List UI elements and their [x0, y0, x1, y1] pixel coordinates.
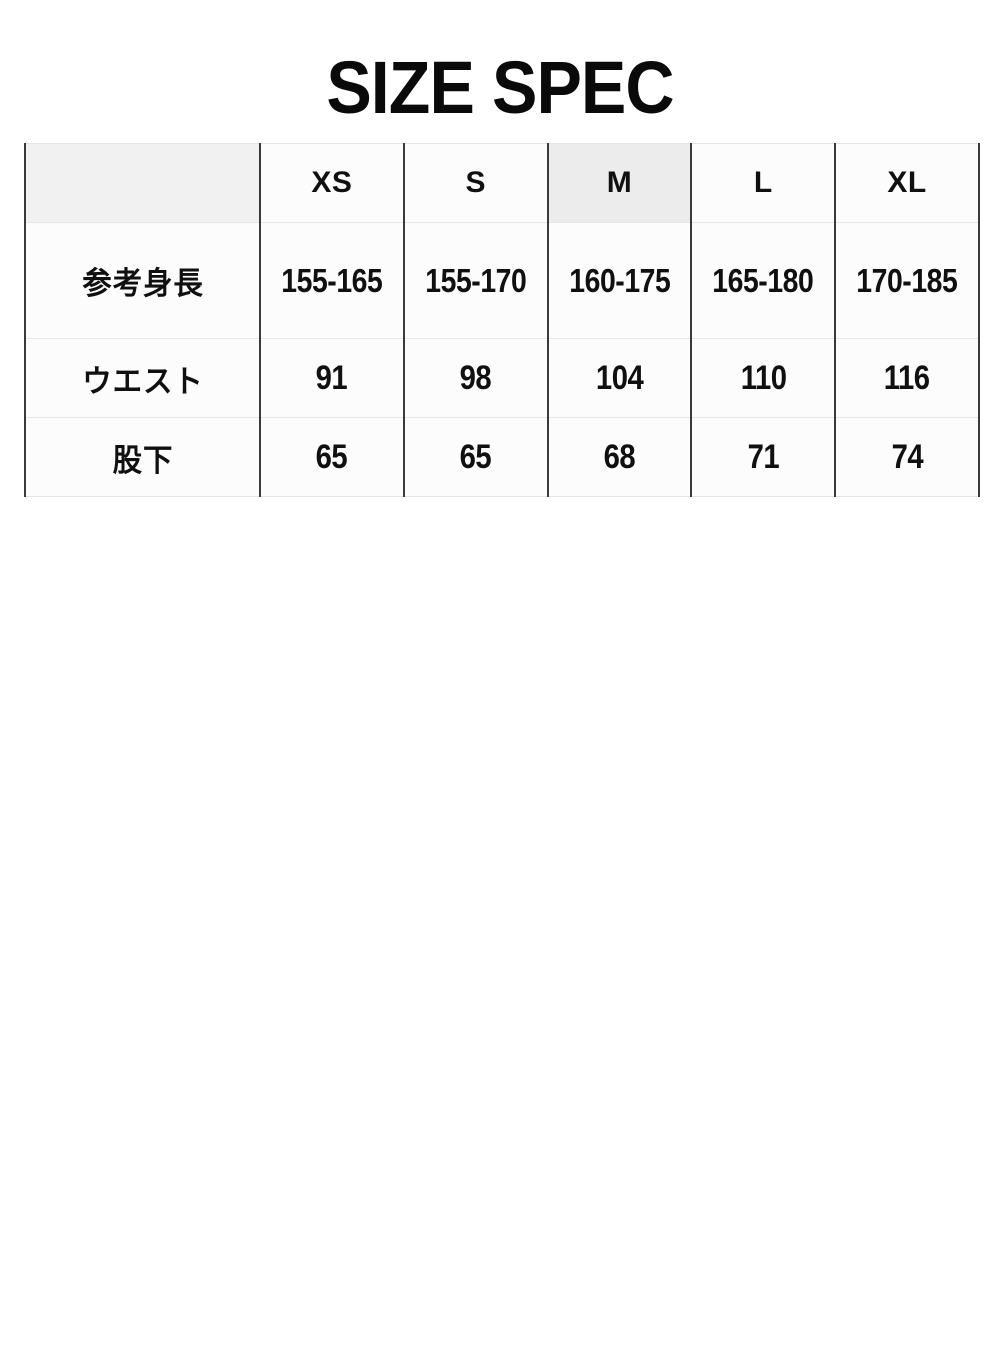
table-body: 参考身長 155-165 155-170 160-175 165-180: [24, 222, 980, 497]
cell-waist-l: 110: [690, 338, 836, 418]
header-cell-xl: XL: [834, 143, 980, 223]
cell-height-xs-text: 155-165: [281, 261, 383, 299]
header-cell-s: S: [402, 143, 548, 223]
header-cell-m: M: [546, 143, 692, 223]
page-title: SIZE SPEC: [326, 46, 674, 129]
size-spec-table: XS S M L XL 参考身長 155-165 155-170: [24, 143, 980, 497]
cell-waist-xl: 116: [834, 338, 980, 418]
row-label-height: 参考身長: [24, 222, 260, 339]
cell-height-s: 155-170: [402, 222, 548, 339]
cell-height-xs: 155-165: [259, 222, 404, 339]
cell-inseam-l-text: 71: [747, 437, 780, 476]
table-row: 股下 65 65 68 71 74: [24, 417, 980, 497]
cell-waist-xl-text: 116: [884, 358, 931, 397]
cell-inseam-xs-text: 65: [316, 437, 348, 476]
row-label-waist: ウエスト: [24, 338, 260, 418]
row-label-inseam-text: 股下: [112, 442, 173, 479]
cell-inseam-xs: 65: [259, 417, 404, 497]
cell-waist-xs-text: 91: [316, 358, 348, 397]
cell-waist-l-text: 110: [740, 358, 787, 397]
cell-waist-s: 98: [402, 338, 548, 418]
cell-waist-m: 104: [546, 338, 692, 418]
row-label-waist-text: ウエスト: [81, 363, 204, 400]
cell-height-l: 165-180: [690, 222, 836, 339]
cell-height-l-text: 165-180: [712, 261, 815, 299]
header-cell-xs: XS: [259, 143, 404, 223]
cell-inseam-m-text: 68: [603, 437, 636, 476]
size-spec-table-wrap: XS S M L XL 参考身長 155-165 155-170: [24, 143, 980, 497]
table-row: 参考身長 155-165 155-170 160-175 165-180: [24, 222, 980, 339]
cell-inseam-xl-text: 74: [891, 437, 923, 476]
cell-height-xl-text: 170-185: [856, 261, 959, 299]
cell-height-xl: 170-185: [834, 222, 980, 339]
header-cell-blank: [24, 143, 260, 223]
header-cell-l: L: [690, 143, 836, 223]
cell-inseam-s: 65: [402, 417, 548, 497]
table-header: XS S M L XL: [24, 143, 980, 223]
header-row: XS S M L XL: [24, 143, 980, 223]
cell-height-m: 160-175: [546, 222, 692, 339]
cell-height-s-text: 155-170: [425, 261, 527, 299]
row-label-inseam: 股下: [24, 417, 260, 497]
cell-inseam-m: 68: [546, 417, 692, 497]
cell-inseam-l: 71: [690, 417, 836, 497]
table-row: ウエスト 91 98 104 110 116: [24, 338, 980, 418]
cell-waist-m-text: 104: [595, 358, 644, 397]
cell-waist-s-text: 98: [459, 358, 492, 397]
cell-inseam-xl: 74: [834, 417, 980, 497]
row-label-height-text: 参考身長: [81, 266, 204, 302]
cell-height-m-text: 160-175: [568, 261, 671, 299]
cell-waist-xs: 91: [259, 338, 404, 418]
cell-inseam-s-text: 65: [459, 437, 492, 476]
